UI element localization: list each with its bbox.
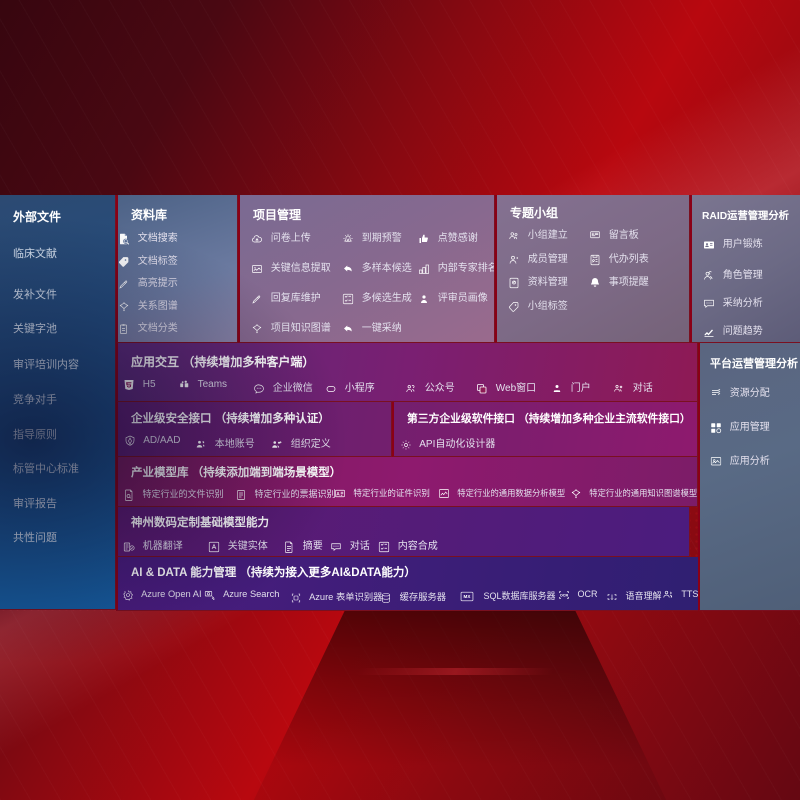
svg-text:OCR: OCR: [560, 593, 569, 597]
svg-text:MX: MX: [464, 594, 472, 599]
